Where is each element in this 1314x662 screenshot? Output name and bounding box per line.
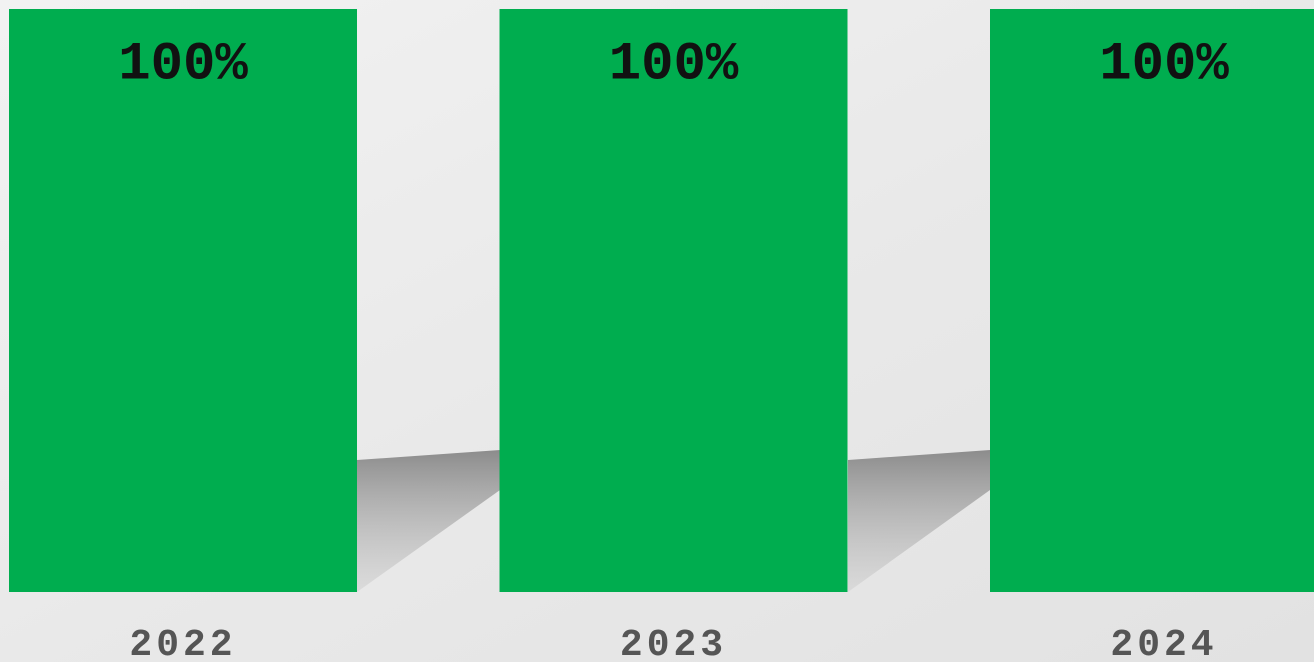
value-label: 100% xyxy=(609,34,739,95)
x-tick-label: 2024 xyxy=(1110,624,1217,662)
bar xyxy=(9,9,357,592)
bar xyxy=(990,9,1314,592)
bar xyxy=(499,9,848,592)
plot: 100% 2022 100% 2023 100% 2024 xyxy=(9,9,1314,662)
shadow xyxy=(848,450,990,592)
x-tick-label: 2022 xyxy=(129,624,236,662)
x-tick-label: 2023 xyxy=(620,624,727,662)
value-label: 100% xyxy=(118,34,248,95)
shadow xyxy=(357,450,500,592)
value-label: 100% xyxy=(1099,34,1229,95)
